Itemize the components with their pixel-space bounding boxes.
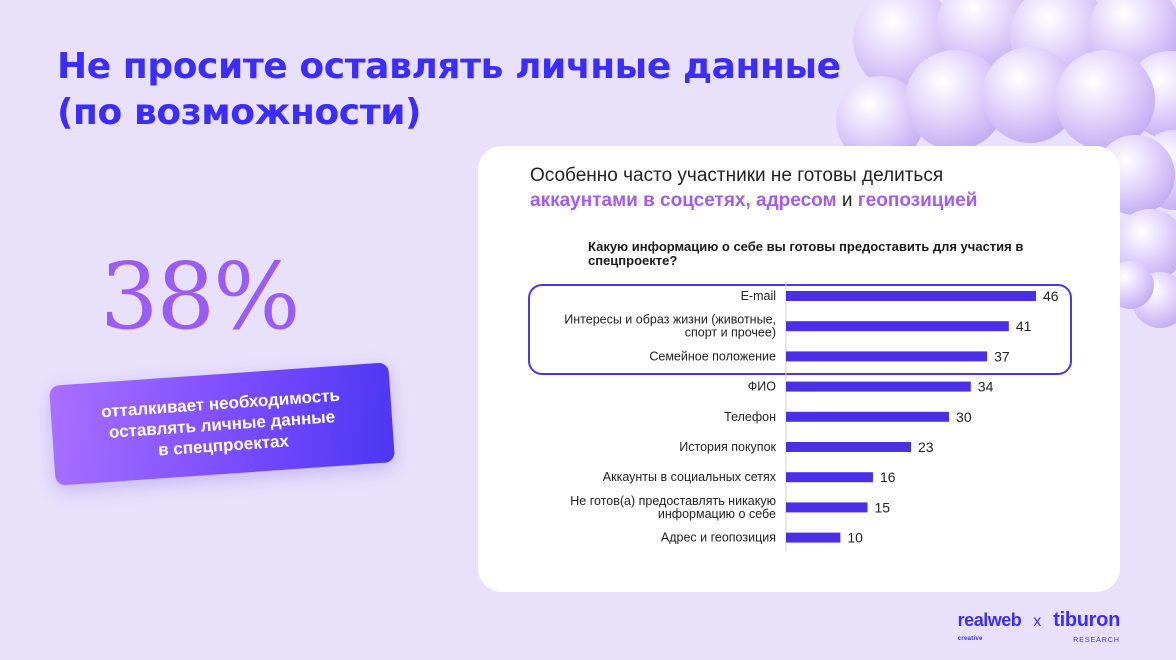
data-label: 10 <box>847 530 863 546</box>
data-label: 23 <box>918 439 934 455</box>
category-label: ФИО <box>748 380 776 394</box>
title-line-1: Не просите оставлять личные данные <box>57 46 841 87</box>
balloon-shape <box>1135 130 1176 210</box>
balloon-shape <box>1010 0 1110 85</box>
bar <box>786 472 873 483</box>
category-label: Не готов(а) предоставлять никакую <box>570 494 776 508</box>
category-label: Адрес и геопозиция <box>661 531 776 545</box>
card-headline: Особенно часто участники не готовы делит… <box>530 163 1110 213</box>
category-label: Интересы и образ жизни (животные, <box>564 313 776 327</box>
data-label: 37 <box>994 348 1010 364</box>
bar <box>786 532 841 543</box>
category-label: История покупок <box>679 440 776 454</box>
headline-connector: и <box>836 190 858 211</box>
bar <box>786 502 868 513</box>
stat-caption-badge: отталкивает необходимость оставлять личн… <box>48 362 396 486</box>
bar <box>786 381 971 392</box>
bar <box>786 321 1009 332</box>
logos: realweb creative x tiburon RESEARCH <box>957 609 1121 644</box>
data-label: 46 <box>1043 288 1059 304</box>
logo-separator: x <box>1033 613 1042 630</box>
realweb-wordmark: realweb <box>957 610 1022 630</box>
tiburon-subtitle: RESEARCH <box>1073 637 1120 644</box>
realweb-logo: realweb creative <box>957 610 1022 642</box>
category-label: спорт и прочее) <box>685 326 776 340</box>
chart-title: Какую информацию о себе вы готовы предос… <box>588 239 1024 268</box>
bar <box>786 411 950 422</box>
realweb-subtitle: creative <box>957 636 983 642</box>
headline-highlight-2: геопозицией <box>857 190 978 211</box>
headline-highlight-1: аккаунтами в соцсетях, адресом <box>530 190 837 211</box>
tiburon-wordmark: tiburon <box>1053 609 1120 631</box>
headline-line-1: Особенно часто участники не готовы делит… <box>530 165 944 186</box>
balloon-shape <box>1132 272 1176 328</box>
category-label: E-mail <box>741 289 776 303</box>
stat-caption: отталкивает необходимость оставлять личн… <box>80 383 364 465</box>
category-label: Семейное положение <box>649 349 776 363</box>
highlight-box <box>528 284 1072 375</box>
balloon-shape <box>1055 50 1155 150</box>
bar <box>786 291 1036 301</box>
data-label: 15 <box>875 499 891 515</box>
tiburon-logo: tiburon RESEARCH <box>1053 609 1120 644</box>
balloon-shape <box>982 47 1078 143</box>
stat-value: 38% <box>100 243 300 350</box>
data-label: 30 <box>956 409 972 425</box>
balloon-shape <box>1089 0 1176 76</box>
data-label: 41 <box>1016 318 1032 334</box>
balloon-shape <box>1126 51 1176 139</box>
data-label: 16 <box>880 469 896 485</box>
data-label: 34 <box>978 379 994 395</box>
page-title: Не просите оставлять личные данные (по в… <box>57 44 957 136</box>
chart-card: Особенно часто участники не готовы делит… <box>478 146 1120 592</box>
bar-chart: 46 E-mail 41 Интересы и образ жизни (животн… <box>564 282 1059 552</box>
category-label: информацию о себе <box>658 507 776 521</box>
balloon-shape <box>1114 209 1176 281</box>
category-label: Аккаунты в социальных сетях <box>603 470 777 484</box>
headline-line-2: аккаунтами в соцсетях, адресом и геопози… <box>530 188 1110 213</box>
category-label: Телефон <box>724 410 776 424</box>
title-line-2: (по возможности) <box>57 92 422 133</box>
bar <box>786 351 988 362</box>
bar <box>786 442 911 452</box>
